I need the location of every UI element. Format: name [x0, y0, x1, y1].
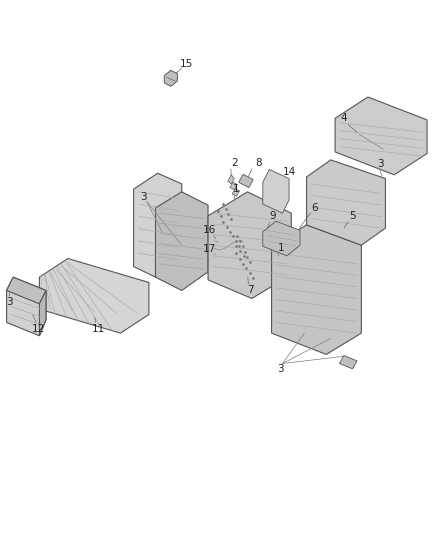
Polygon shape	[272, 225, 361, 354]
Text: 3: 3	[377, 159, 384, 169]
Text: 4: 4	[341, 114, 347, 123]
Polygon shape	[339, 356, 357, 369]
Text: 2: 2	[231, 158, 238, 167]
Polygon shape	[239, 174, 253, 188]
Polygon shape	[7, 277, 46, 304]
Polygon shape	[335, 97, 427, 175]
Polygon shape	[134, 173, 182, 277]
Polygon shape	[7, 277, 46, 336]
Polygon shape	[208, 192, 291, 298]
Text: 1: 1	[277, 243, 284, 253]
Text: 5: 5	[349, 211, 356, 221]
Text: 15: 15	[180, 59, 193, 69]
Polygon shape	[228, 175, 234, 184]
Polygon shape	[307, 160, 385, 245]
Polygon shape	[263, 221, 300, 256]
Text: 16: 16	[203, 225, 216, 235]
Text: 9: 9	[269, 211, 276, 221]
Text: 14: 14	[283, 167, 296, 176]
Polygon shape	[164, 70, 177, 86]
Text: 7: 7	[247, 286, 254, 295]
Polygon shape	[39, 290, 46, 336]
Text: 6: 6	[311, 203, 318, 213]
Polygon shape	[155, 192, 208, 290]
Text: 11: 11	[92, 324, 105, 334]
Polygon shape	[263, 169, 289, 213]
Text: 3: 3	[6, 297, 13, 307]
Text: 8: 8	[255, 158, 262, 167]
Text: 1: 1	[233, 184, 240, 194]
Text: 17: 17	[203, 244, 216, 254]
Text: 12: 12	[32, 324, 45, 334]
Polygon shape	[232, 189, 240, 196]
Polygon shape	[230, 182, 237, 190]
Text: 3: 3	[140, 192, 147, 202]
Text: 3: 3	[277, 364, 284, 374]
Polygon shape	[39, 259, 149, 333]
